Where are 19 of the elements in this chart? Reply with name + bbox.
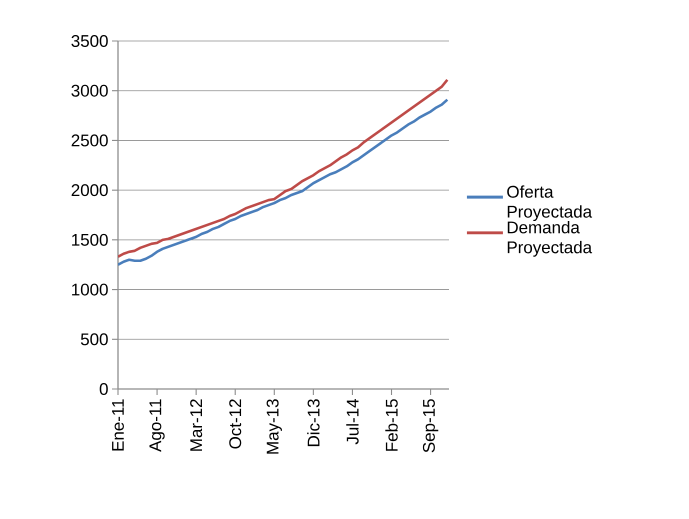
- y-tick-label: 1500: [72, 234, 108, 246]
- y-tick-label: 500: [80, 333, 108, 346]
- x-tick-label: Jul-14: [346, 399, 359, 444]
- x-tick-label: Mar-12: [190, 399, 202, 451]
- x-tick-label: Ene-11: [112, 399, 124, 450]
- x-tick-label: Dic-13: [307, 399, 320, 446]
- y-tick-label: 2000: [72, 184, 108, 196]
- legend-label: Demanda Proyectada: [508, 220, 592, 257]
- y-tick-label: 1000: [72, 284, 108, 296]
- x-tick-label: Feb-15: [385, 399, 398, 451]
- y-tick-label: 2500: [72, 134, 108, 146]
- x-tick-label: May-13: [266, 399, 282, 454]
- x-tick-label: Oct-12: [229, 399, 242, 449]
- x-tick-label: Sep-15: [422, 399, 438, 452]
- legend-label: Oferta Proyectada: [507, 185, 592, 222]
- y-tick-label: 3500: [71, 35, 108, 47]
- y-tick-label: 0: [100, 383, 108, 395]
- x-tick-label: Ago-11: [149, 399, 165, 452]
- y-tick-label: 3000: [71, 84, 108, 97]
